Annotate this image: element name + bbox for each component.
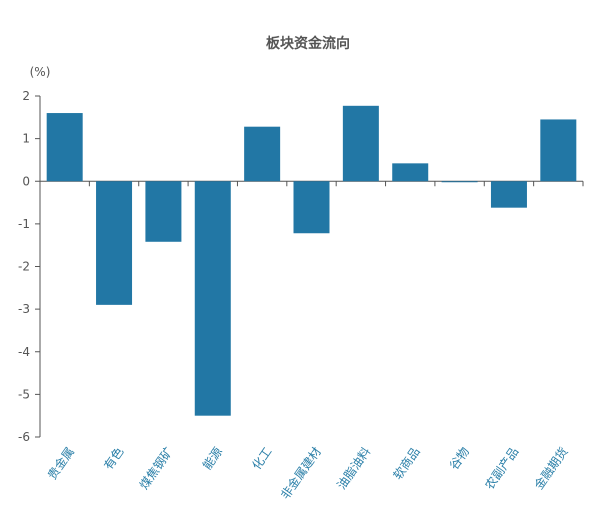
bar — [342, 105, 379, 182]
y-tick-label: -6 — [18, 430, 30, 444]
chart-title: 板块资金流向 — [266, 35, 350, 52]
bar — [293, 181, 330, 234]
x-tick-label: 贵金属 — [44, 444, 77, 482]
x-axis-labels: 贵金属 有色 煤焦钢矿 能源 化工 非金属建材 油脂油料 软商品 谷物 农副产品 金融期货 — [44, 444, 571, 502]
y-tick-label: -4 — [18, 345, 30, 359]
y-tick-label: -1 — [18, 217, 30, 231]
y-tick-label: 2 — [22, 89, 30, 103]
bar — [441, 181, 478, 183]
x-tick-label: 软商品 — [390, 444, 423, 482]
y-axis-unit-label: (%) — [30, 65, 51, 79]
bar — [540, 119, 577, 182]
bar — [392, 163, 429, 182]
y-tick-label: -3 — [18, 302, 30, 316]
x-tick-label: 有色 — [101, 445, 126, 473]
y-tick-label: 0 — [22, 174, 30, 188]
bar — [145, 181, 182, 242]
x-tick-label: 化工 — [249, 445, 274, 473]
bar — [46, 113, 83, 182]
y-tick-label: -2 — [18, 260, 30, 274]
y-tick-label: -5 — [18, 387, 30, 401]
x-tick-label: 非金属建材 — [277, 444, 324, 502]
x-tick-label: 油脂油料 — [333, 444, 373, 492]
bar — [244, 126, 281, 182]
bars-group — [46, 105, 584, 416]
bar — [490, 181, 527, 208]
x-tick-label: 能源 — [200, 445, 225, 473]
y-axis-ticks: 2 1 0 -1 -2 -3 -4 -5 -6 — [18, 89, 40, 444]
x-tick-label: 谷物 — [447, 445, 472, 473]
x-tick-label: 农副产品 — [482, 445, 521, 492]
bar — [96, 181, 133, 305]
x-tick-label: 金融期货 — [531, 444, 571, 492]
x-tick-label: 煤焦钢矿 — [137, 445, 176, 492]
bar — [194, 181, 231, 416]
y-tick-label: 1 — [22, 132, 30, 146]
